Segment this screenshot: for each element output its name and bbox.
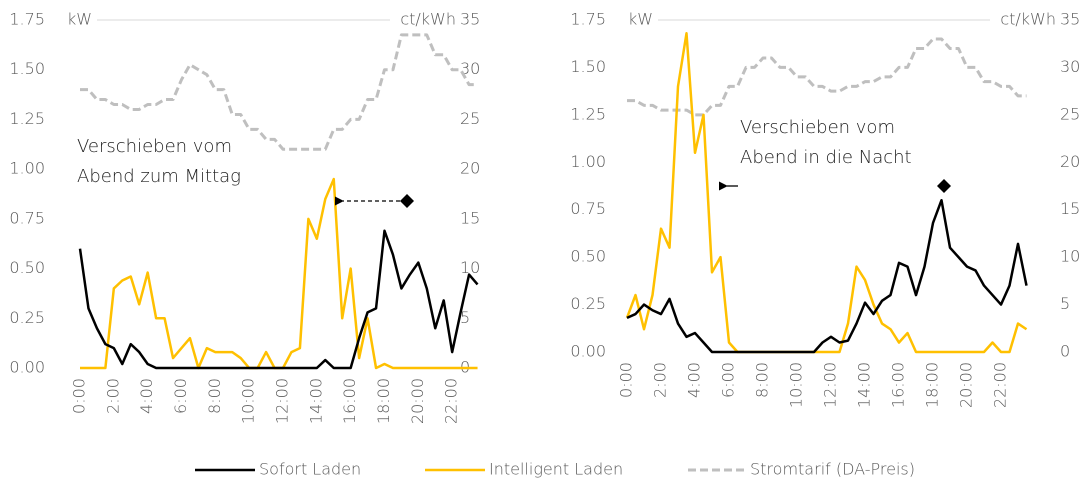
y2-tick-label: 10 (1060, 247, 1080, 266)
y-tick-label: 1.25 (9, 109, 45, 128)
y-tick-label: 0.00 (570, 342, 606, 361)
y2-tick-label: 5 (460, 308, 470, 327)
x-tick-label: 12:00 (273, 378, 292, 424)
y2-tick-label: 35 (1060, 10, 1080, 29)
series-line (80, 33, 478, 151)
x-tick-label: 0:00 (70, 378, 89, 414)
series-line (78, 229, 479, 370)
x-tick-label: 14:00 (306, 378, 325, 424)
x-tick-label: 6:00 (719, 362, 738, 398)
y-tick-label: 1.00 (570, 152, 606, 171)
y-axis-unit: kW (67, 10, 92, 29)
x-tick-label: 22:00 (442, 378, 461, 424)
x-tick-label: 22:00 (991, 362, 1010, 408)
annotation: Verschieben vom (740, 117, 895, 138)
series-line (625, 32, 1028, 354)
x-tick-label: 0:00 (617, 362, 636, 398)
x-tick-label: 10:00 (787, 362, 806, 408)
y-tick-label: 1.25 (570, 104, 606, 123)
annotation: Abend zum Mittag (77, 166, 241, 187)
y-axis-unit: kW (628, 10, 653, 29)
y-tick-label: 0.50 (570, 247, 606, 266)
x-tick-label: 8:00 (205, 378, 224, 414)
y-tick-label: 0.50 (9, 258, 45, 277)
y2-tick-label: 35 (460, 10, 480, 29)
y2-tick-label: 20 (1060, 152, 1080, 171)
x-tick-label: 12:00 (821, 362, 840, 408)
x-tick-label: 2:00 (103, 378, 122, 414)
x-tick-label: 16:00 (340, 378, 359, 424)
annotation: Abend in die Nacht (740, 147, 912, 168)
x-tick-label: 18:00 (374, 378, 393, 424)
legend-label: Sofort Laden (259, 460, 361, 479)
y-tick-label: 0.25 (9, 308, 45, 327)
x-tick-label: 2:00 (651, 362, 670, 398)
x-tick-label: 20:00 (408, 378, 427, 424)
y2-tick-label: 30 (460, 59, 480, 78)
y2-axis-unit: ct/kWh (1000, 10, 1056, 29)
annotation-arrow (334, 179, 951, 208)
y2-tick-label: 15 (460, 208, 480, 227)
y-tick-label: 0.75 (570, 199, 606, 218)
series-line (627, 37, 1027, 117)
y-tick-label: 1.75 (9, 10, 45, 29)
y2-tick-label: 30 (1060, 57, 1080, 76)
x-tick-label: 20:00 (957, 362, 976, 408)
x-tick-label: 10:00 (239, 378, 258, 424)
legend-label: Stromtarif (DA-Preis) (750, 460, 915, 479)
x-tick-label: 6:00 (171, 378, 190, 414)
y2-axis-unit: ct/kWh (400, 10, 456, 29)
legend-label: Intelligent Laden (489, 460, 623, 479)
x-tick-label: 16:00 (889, 362, 908, 408)
x-tick-label: 4:00 (685, 362, 704, 398)
y-tick-label: 1.00 (9, 159, 45, 178)
y-tick-label: 1.50 (9, 59, 45, 78)
series-line (80, 177, 478, 370)
y-tick-label: 0.75 (9, 208, 45, 227)
y2-tick-label: 5 (1060, 294, 1070, 313)
x-tick-label: 14:00 (855, 362, 874, 408)
y2-tick-label: 10 (460, 258, 480, 277)
y-tick-label: 1.75 (570, 10, 606, 29)
x-tick-label: 18:00 (923, 362, 942, 408)
annotation: Verschieben vom (77, 136, 232, 157)
series-line (626, 198, 1028, 354)
y-tick-label: 0.25 (570, 294, 606, 313)
x-tick-label: 8:00 (753, 362, 772, 398)
y2-tick-label: 25 (1060, 104, 1080, 123)
y2-tick-label: 20 (460, 159, 480, 178)
y2-tick-label: 0 (1060, 342, 1070, 361)
y-tick-label: 0.00 (9, 358, 45, 377)
y2-tick-label: 15 (1060, 199, 1080, 218)
x-tick-label: 4:00 (137, 378, 156, 414)
y-tick-label: 1.50 (570, 57, 606, 76)
y2-tick-label: 25 (460, 109, 480, 128)
